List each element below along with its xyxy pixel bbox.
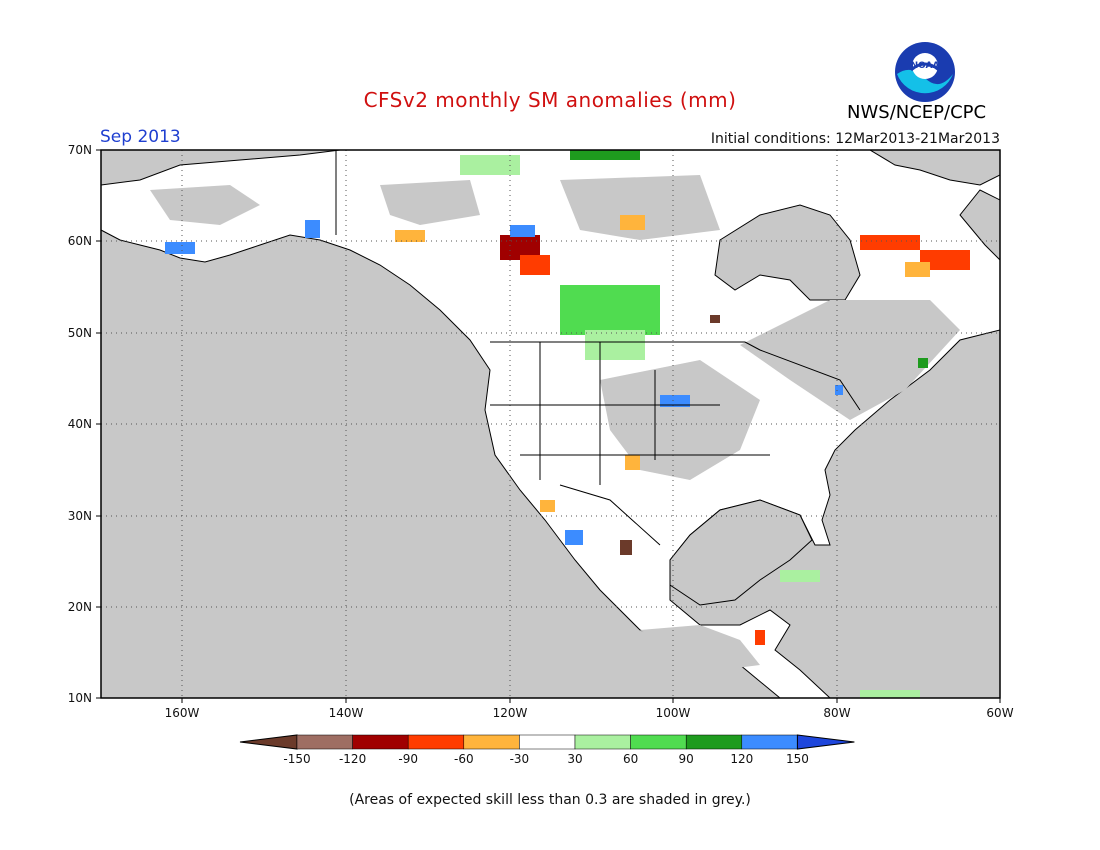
colorbar-tick-label: -150 — [283, 752, 311, 766]
lat-label-40n: 40N — [67, 417, 92, 431]
map-title: CFSv2 monthly SM anomalies (mm) — [363, 88, 737, 112]
colorbar-segment — [463, 734, 520, 750]
colorbar-segment — [741, 734, 798, 750]
lat-label-20n: 20N — [67, 600, 92, 614]
colorbar-tick-label: 150 — [785, 752, 809, 766]
colorbar-tick-label: -30 — [509, 752, 530, 766]
colorbar-segment — [519, 734, 576, 750]
colorbar-segment-low-arrow — [239, 734, 298, 750]
political-borders — [335, 150, 861, 546]
colorbar-segment — [630, 734, 687, 750]
greenland — [869, 150, 1000, 186]
valid-month-label: Sep 2013 — [100, 127, 181, 147]
lon-label-120w: 120W — [492, 706, 528, 720]
noaa-logo-icon: NOAA — [895, 42, 955, 102]
colorbar-tick-label: 90 — [678, 752, 694, 766]
lat-label-50n: 50N — [67, 326, 92, 340]
lat-label-70n: 70N — [67, 143, 92, 157]
colorbar-segment — [574, 734, 631, 750]
colorbar-segment — [685, 734, 743, 750]
lon-label-140w: 140W — [328, 706, 364, 720]
colorbar-tick-label: 120 — [730, 752, 754, 766]
colorbar-segment-high-arrow — [796, 734, 855, 750]
lon-label-80w: 80W — [823, 706, 851, 720]
lat-label-60n: 60N — [67, 234, 92, 248]
lon-label-100w: 100W — [655, 706, 691, 720]
lat-label-10n: 10N — [67, 691, 92, 705]
colorbar-segment — [296, 734, 353, 750]
colorbar-segment — [407, 734, 465, 750]
gulf-of-mexico — [669, 499, 813, 606]
north-america-land — [101, 150, 1000, 698]
colorbar-tick-label: 30 — [567, 752, 583, 766]
colorbar-tick-label: 60 — [622, 752, 639, 766]
colorbar-tick-label: -60 — [453, 752, 474, 766]
colorbar — [239, 734, 855, 750]
lat-label-30n: 30N — [67, 509, 92, 523]
colorbar-tick-label: -120 — [338, 752, 367, 766]
lon-label-160w: 160W — [164, 706, 200, 720]
organization-label: NWS/NCEP/CPC — [847, 102, 987, 123]
skill-footnote: (Areas of expected skill less than 0.3 a… — [349, 792, 751, 808]
logo-text: NOAA — [911, 61, 940, 71]
initial-conditions-label: Initial conditions: 12Mar2013-21Mar2013 — [710, 131, 1000, 147]
lon-label-60w: 60W — [986, 706, 1014, 720]
colorbar-tick-label: -90 — [398, 752, 418, 766]
colorbar-segment — [352, 734, 409, 750]
